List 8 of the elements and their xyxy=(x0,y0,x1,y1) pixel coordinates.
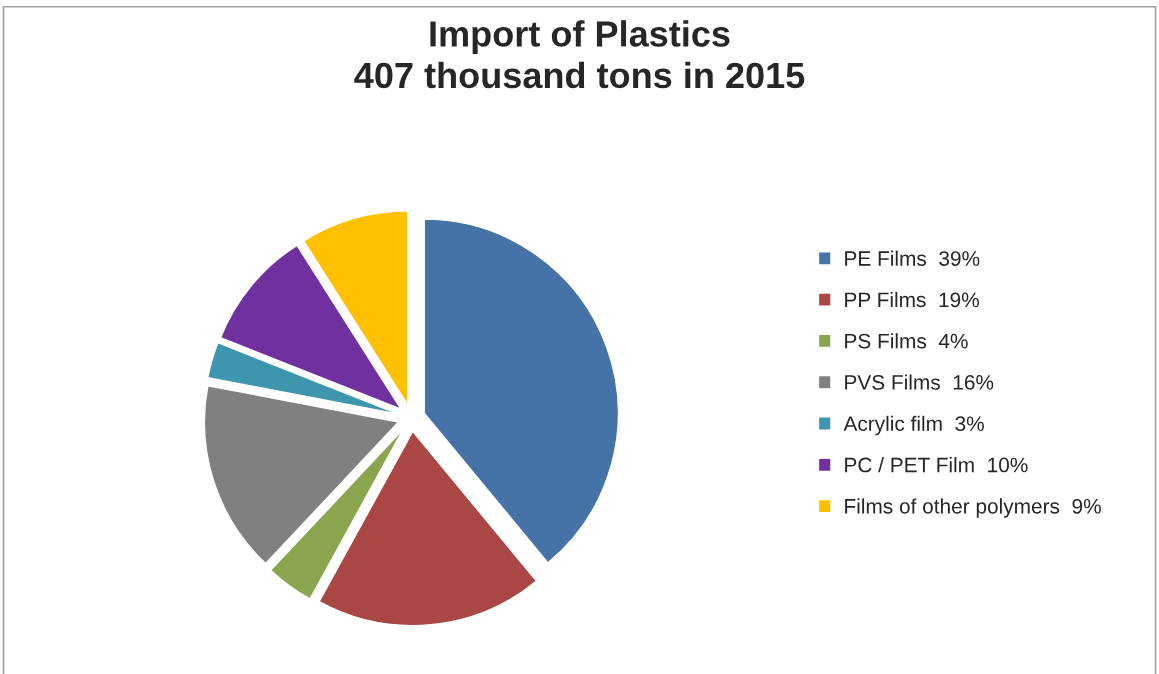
legend-label: PS Films 4% xyxy=(845,333,968,349)
chart-title: Import of Plastics 407 thousand tons in 2015 xyxy=(354,20,805,89)
legend-label: PP Films 19% xyxy=(845,291,979,308)
legend-label: Films of other polymers 9% xyxy=(845,498,1101,518)
legend-label: PC / PET Film 10% xyxy=(845,457,1028,473)
legend-label: PVS Films 16% xyxy=(845,374,994,390)
legend-label: PE Films 39% xyxy=(845,250,980,266)
legend-label: Acrylic film 3% xyxy=(843,415,984,436)
